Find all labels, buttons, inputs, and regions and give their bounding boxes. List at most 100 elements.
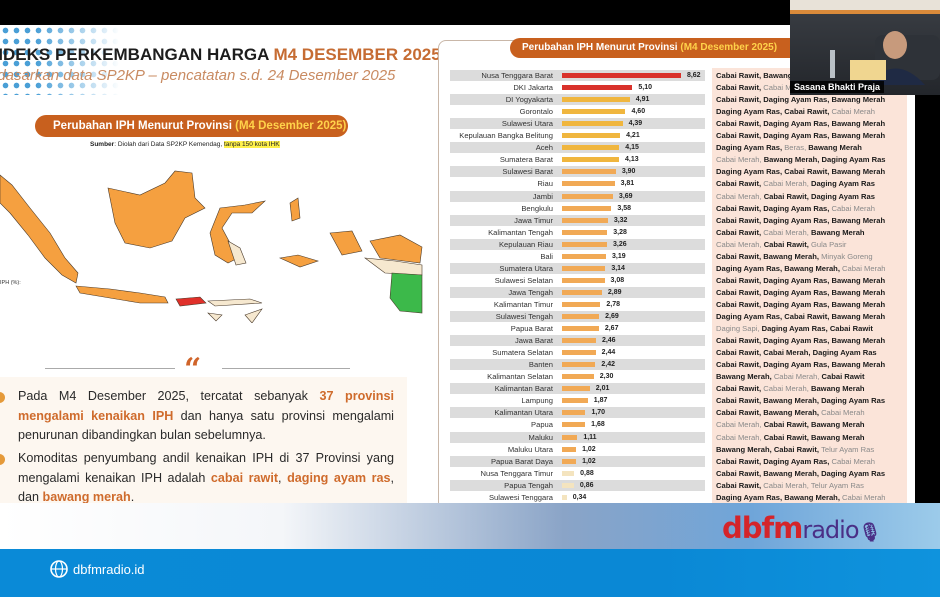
province-name: Sulawesi Barat bbox=[502, 167, 553, 177]
paragraph-text: . bbox=[130, 490, 135, 503]
commodity-list: Cabai Rawit, Daging Ayam Ras, Cabai Mera… bbox=[716, 456, 875, 467]
province-name: Sulawesi Tenggara bbox=[488, 492, 553, 502]
value-label: 3,14 bbox=[611, 264, 625, 272]
summary-paragraph-2: Komoditas penyumbang andil kenaikan IPH … bbox=[18, 449, 394, 503]
commodity: Cabai Rawit, bbox=[716, 203, 764, 213]
row-band bbox=[450, 455, 705, 467]
value-label: 8,62 bbox=[686, 72, 701, 79]
commodity: Daging Ayam Ras, bbox=[763, 275, 832, 285]
province-name: Aceh bbox=[535, 143, 553, 153]
commodity-list: Cabai Rawit, Cabai Merah, Daging Ayam Ra… bbox=[716, 347, 877, 358]
province-name: Sulawesi Selatan bbox=[494, 275, 553, 285]
table-row: DI Yogyakarta 4,91 Cabai Rawit, Daging A… bbox=[450, 94, 910, 106]
map-papua-north bbox=[369, 234, 423, 264]
value-label: 1,02 bbox=[582, 457, 596, 465]
province-name: Nusa Tenggara Timur bbox=[480, 468, 553, 478]
commodity: Daging Ayam Ras bbox=[812, 348, 877, 358]
value-bar bbox=[562, 446, 577, 452]
commodity-list: Cabai Rawit, Daging Ayam Ras, Bawang Mer… bbox=[716, 299, 885, 310]
commodity: Bawang Merah bbox=[810, 432, 865, 442]
table-row: Lampung 1,87 Cabai Rawit, Bawang Merah, … bbox=[450, 395, 910, 407]
table-row: Sumatera Utara 3,14 Daging Ayam Ras, Baw… bbox=[450, 262, 910, 275]
map-papua-south bbox=[389, 272, 423, 314]
commodity: Cabai Rawit, bbox=[716, 468, 764, 478]
value-bar bbox=[562, 169, 616, 175]
website-link[interactable]: dbfmradio.id bbox=[50, 560, 145, 578]
webcam-video: Sasana Bhakti Praja bbox=[790, 0, 940, 95]
map-java bbox=[75, 285, 169, 304]
commodity: Cabai Rawit, bbox=[716, 456, 764, 466]
table-row: Banten 2,42 Cabai Rawit, Daging Ayam Ras… bbox=[450, 359, 910, 371]
value-label: 0,34 bbox=[572, 493, 587, 501]
map-ntt bbox=[207, 298, 263, 323]
highlight-text: bawang merah bbox=[42, 490, 131, 503]
commodity: Bawang Merah bbox=[810, 384, 865, 394]
value-bar bbox=[562, 145, 620, 151]
commodity-list: Cabai Rawit, Bawang Merah, Daging Ayam R… bbox=[716, 395, 885, 406]
commodity: Cabai Rawit, bbox=[716, 95, 764, 105]
commodity-list: Cabai Rawit, Cabai Merah, Telur Ayam Ras bbox=[716, 480, 864, 491]
table-row: Sulawesi Selatan 3,08 Cabai Rawit, Dagin… bbox=[450, 275, 910, 287]
province-name: Banten bbox=[528, 360, 553, 370]
summary-paragraph-1: Pada M4 Desember 2025, tercatat sebanyak… bbox=[18, 387, 394, 446]
value-label: 3,32 bbox=[613, 216, 628, 224]
commodity: Daging Ayam Ras bbox=[810, 179, 875, 189]
commodity: Bawang Merah bbox=[831, 119, 886, 129]
value-label: 1,11 bbox=[583, 433, 597, 441]
indonesia-map bbox=[0, 170, 423, 323]
commodity: Cabai Merah bbox=[821, 408, 865, 418]
website-text: dbfmradio.id bbox=[73, 561, 145, 577]
map-papua-tengah bbox=[363, 257, 423, 276]
commodity: Cabai Rawit, bbox=[763, 239, 811, 249]
logo-text-b: radio bbox=[802, 516, 859, 544]
commodity: Bawang Merah bbox=[831, 275, 886, 285]
table-row: Kalimantan Timur 2,78 Cabai Rawit, Dagin… bbox=[450, 299, 910, 311]
commodity: Daging Ayam Ras, bbox=[761, 324, 830, 334]
value-bar bbox=[562, 121, 623, 127]
commodity-list: Cabai Rawit, Cabai M bbox=[716, 82, 792, 93]
province-name: Maluku Utara bbox=[507, 444, 553, 454]
map-sulawesi-tenggara bbox=[227, 240, 247, 266]
value-bar bbox=[562, 326, 599, 332]
value-label: 2,30 bbox=[599, 373, 614, 381]
table-row: Papua 1,68 Cabai Merah, Cabai Rawit, Baw… bbox=[450, 419, 910, 431]
source-highlight: tanpa 150 kota IHK bbox=[223, 141, 280, 148]
commodity-list: Cabai Rawit, Daging Ayam Ras, Bawang Mer… bbox=[716, 359, 885, 370]
commodity: Cabai Merah bbox=[842, 492, 886, 502]
value-bar bbox=[562, 422, 586, 428]
commodity: Telur Ayam Ras bbox=[810, 480, 864, 490]
commodity: Telur Ayam Ras bbox=[821, 444, 875, 454]
commodity-list: Daging Ayam Ras, Bawang Merah, Cabai Mer… bbox=[716, 263, 886, 274]
commodity: Cabai Rawit, bbox=[773, 444, 822, 454]
commodity-column-background bbox=[712, 68, 907, 503]
value-bar bbox=[562, 362, 596, 368]
commodity: Cabai Merah, bbox=[763, 384, 811, 394]
province-name: Sumatera Utara bbox=[499, 263, 553, 273]
commodity: Cabai Merah, bbox=[716, 191, 764, 201]
commodity: Daging Ayam Ras, bbox=[716, 492, 785, 502]
province-name: Jawa Timur bbox=[514, 215, 553, 225]
commodity-list: Cabai Merah, Cabai Rawit, Gula Pasir bbox=[716, 239, 846, 250]
table-row: Sulawesi Tenggara 0,34 Daging Ayam Ras, … bbox=[450, 492, 910, 504]
logo-text-a: dbfm bbox=[722, 511, 803, 545]
commodity: Bawang Merah bbox=[831, 312, 886, 321]
table-row: Kepulauan Bangka Belitung 4,21 Cabai Raw… bbox=[450, 130, 910, 142]
value-bar bbox=[562, 205, 612, 211]
commodity-list: Daging Ayam Ras, Cabai Rawit, Bawang Mer… bbox=[716, 166, 885, 177]
commodity-list: Cabai Rawit, Bawang Merah, Cabai Merah bbox=[716, 407, 865, 418]
commodity: Bawang Merah bbox=[831, 287, 886, 297]
table-row: Sulawesi Tengah 2,69 Daging Ayam Ras, Ca… bbox=[450, 311, 910, 323]
title-accent: M4 DESEMBER 2025 bbox=[273, 45, 441, 64]
commodity-list: Cabai Merah, Bawang Merah, Daging Ayam R… bbox=[716, 154, 886, 165]
table-row: Kalimantan Tengah 3,28 Cabai Rawit, Caba… bbox=[450, 227, 910, 239]
commodity: Bawang Merah bbox=[810, 227, 865, 237]
value-label: 2,01 bbox=[595, 385, 610, 393]
commodity: Cabai Rawit, bbox=[763, 432, 811, 442]
province-name: DI Yogyakarta bbox=[505, 95, 553, 105]
commodity-list: Daging Ayam Ras, Cabai Rawit, Bawang Mer… bbox=[716, 311, 885, 322]
commodity-list: Cabai Rawit, Cabai Merah, Bawang Merah bbox=[716, 227, 865, 238]
value-label: 3,69 bbox=[618, 192, 633, 200]
commodity: Cabai Merah, bbox=[716, 239, 764, 249]
commodity: Daging Ayam Ras bbox=[821, 468, 886, 478]
commodity: Cabai Rawit, bbox=[716, 480, 764, 490]
